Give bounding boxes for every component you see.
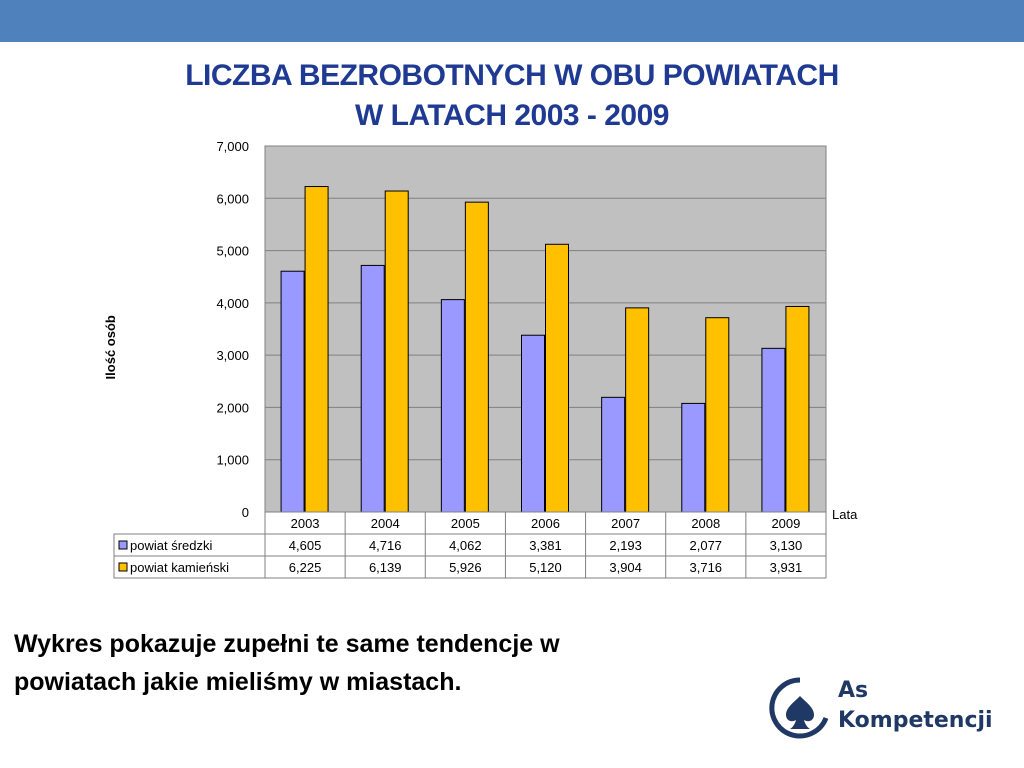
caption-line1: Wykres pokazuje zupełni te same tendencj… [14, 630, 560, 658]
y-tick-label: 0 [242, 505, 249, 520]
y-tick-label: 3,000 [216, 348, 249, 363]
x-tick-label: 2008 [691, 516, 720, 531]
y-tick-label: 7,000 [216, 139, 249, 154]
y-tick-label: 2,000 [216, 400, 249, 415]
data-label: 3,716 [690, 560, 723, 575]
bar-series2-2006 [545, 243, 569, 513]
slide-caption: Wykres pokazuje zupełni te same tendencj… [14, 625, 774, 701]
legend-swatch [118, 562, 128, 572]
y-tick-label: 4,000 [216, 296, 249, 311]
data-label: 5,120 [529, 560, 562, 575]
bar-series1-2004 [360, 264, 385, 513]
caption-line2: powiatach jakie mieliśmy w miastach. [14, 668, 462, 696]
x-tick-label: 2005 [451, 516, 480, 531]
bar-series2-2003 [304, 186, 329, 513]
slide-title-line2: W LATACH 2003 - 2009 [355, 99, 669, 132]
slide-title-line1: LICZBA BEZROBOTNYCH W OBU POWIATACH [185, 59, 839, 92]
data-label: 3,381 [529, 538, 562, 553]
data-label: 4,716 [369, 538, 402, 553]
bar-series2-2009 [785, 305, 810, 513]
data-label: 4,062 [449, 538, 482, 553]
as-kompetencji-logo: As Kompetencji [768, 670, 998, 750]
bar-series1-2008 [681, 402, 706, 513]
data-label: 3,931 [770, 560, 803, 575]
bar-series2-2005 [464, 201, 489, 513]
x-tick-label: 2003 [291, 516, 320, 531]
y-tick-label: 6,000 [216, 191, 249, 206]
data-label: 3,904 [609, 560, 642, 575]
top-accent-bar [0, 0, 1024, 42]
bar-series1-2005 [440, 299, 465, 513]
x-tick-label: 2004 [371, 516, 400, 531]
y-tick-label: 5,000 [216, 244, 249, 259]
x-tick-label: 2007 [611, 516, 640, 531]
bar-series1-2007 [601, 396, 626, 513]
x-tick-label: 2006 [531, 516, 560, 531]
bar-series2-2004 [384, 190, 409, 513]
data-label: 3,130 [770, 538, 803, 553]
bar-series2-2007 [625, 307, 650, 513]
bar-chart: 0 1,000 2,000 3,000 4,000 5,000 6,000 7,000 Iloś… [103, 139, 858, 579]
x-tick-label: 2009 [771, 516, 800, 531]
data-label: 6,139 [369, 560, 402, 575]
bar-series1-2006 [521, 334, 545, 513]
legend-entry: powiat średzki [130, 538, 212, 553]
spade-icon [769, 677, 829, 739]
y-axis-label: Ilość osób [103, 315, 118, 379]
data-label: 5,926 [449, 560, 482, 575]
data-label: 4,605 [289, 538, 322, 553]
bar-series1-2003 [280, 270, 305, 513]
bar-series1-2009 [761, 347, 786, 513]
logo-text-line1: As [838, 678, 869, 703]
bar-series2-2008 [705, 317, 730, 513]
legend-entry: powiat kamieński [130, 560, 229, 575]
data-label: 6,225 [289, 560, 322, 575]
data-label: 2,193 [609, 538, 642, 553]
x-axis-label: Lata [832, 507, 858, 522]
logo-text-line2: Kompetencji [838, 708, 993, 733]
legend-swatch [118, 540, 128, 550]
data-label: 2,077 [690, 538, 723, 553]
y-tick-label: 1,000 [216, 453, 249, 468]
